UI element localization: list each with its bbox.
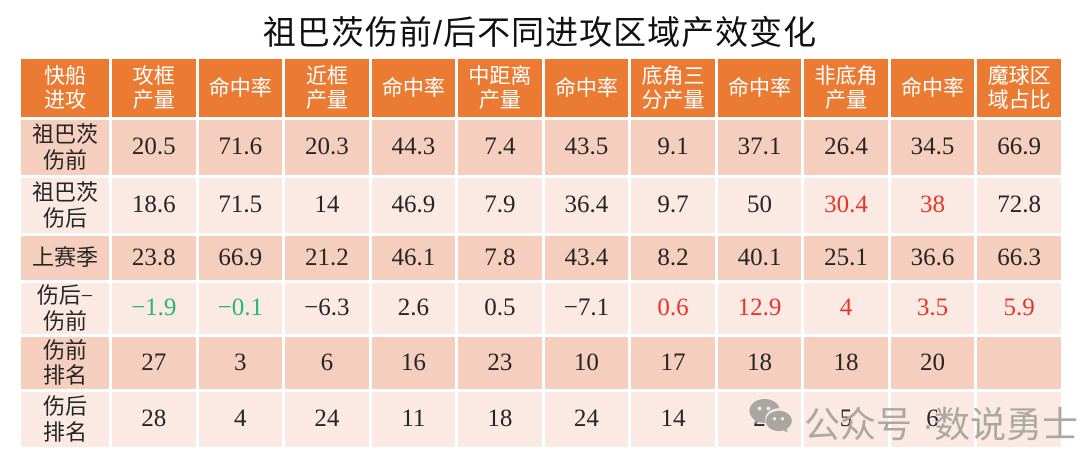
table-cell [977, 337, 1061, 389]
row-label: 伤前 排名 [21, 337, 109, 389]
table-cell: 28 [112, 392, 196, 447]
column-header: 攻框 产量 [112, 59, 196, 117]
row-label: 祖巴茨 伤前 [21, 120, 109, 175]
table-cell: 38 [890, 178, 975, 233]
table-cell: 46.1 [371, 236, 456, 280]
table-cell: 7.8 [458, 236, 542, 280]
table-cell: −6.3 [285, 283, 369, 334]
page-title: 祖巴茨伤前/后不同进攻区域产效变化 [262, 14, 818, 51]
table-cell: 18 [458, 392, 542, 447]
table-cell: −0.1 [198, 283, 283, 334]
table-cell: 18 [804, 337, 888, 389]
row-label: 上赛季 [21, 236, 109, 280]
table-cell: 24 [285, 392, 369, 447]
table-cell: 18.6 [112, 178, 196, 233]
table-cell: 43.5 [544, 120, 629, 175]
table-cell: 36.6 [890, 236, 975, 280]
table-cell: 20.3 [285, 120, 369, 175]
column-header: 近框 产量 [285, 59, 369, 117]
table-cell: 20 [890, 337, 975, 389]
table-cell: 2.6 [371, 283, 456, 334]
table-cell: 16 [371, 337, 456, 389]
table-cell: 25.1 [804, 236, 888, 280]
column-header: 命中率 [544, 59, 629, 117]
table-cell: 8.2 [631, 236, 715, 280]
column-header: 命中率 [717, 59, 802, 117]
table-cell: 0.6 [631, 283, 715, 334]
table-cell: 4 [804, 283, 888, 334]
table-cell: 71.6 [198, 120, 283, 175]
table-cell: 34.5 [890, 120, 975, 175]
table-cell: 12.9 [717, 283, 802, 334]
table-row: 祖巴茨 伤后 18.6 71.5 14 46.9 7.9 36.4 9.7 50 30.4 38 72… [21, 178, 1061, 233]
table-cell: 24 [544, 392, 629, 447]
table-row: 上赛季 23.8 66.9 21.2 46.1 7.8 43.4 8.2 40.1 25.1 36.… [21, 236, 1061, 280]
table-cell: 66.9 [977, 120, 1061, 175]
table-cell: −1.9 [112, 283, 196, 334]
table-cell: 14 [285, 178, 369, 233]
column-header: 命中率 [371, 59, 456, 117]
table-cell: 43.4 [544, 236, 629, 280]
table-cell: 37.1 [717, 120, 802, 175]
column-header: 魔球区 域占比 [977, 59, 1061, 117]
table-cell: 4 [198, 392, 283, 447]
table-cell: 40.1 [717, 236, 802, 280]
table-cell: 23 [458, 337, 542, 389]
table-cell: 7.4 [458, 120, 542, 175]
table-body: 祖巴茨 伤前 20.5 71.6 20.3 44.3 7.4 43.5 9.1 37.1 26.4… [21, 120, 1061, 447]
table-cell: 6 [285, 337, 369, 389]
column-header: 命中率 [890, 59, 975, 117]
table-cell: 72.8 [977, 178, 1061, 233]
table-header: 快船 进攻 攻框 产量 命中率 近框 产量 命中率 中距离 产量 命中率 底角三 分产量 命中率… [21, 59, 1061, 117]
table-cell: 20.5 [112, 120, 196, 175]
table-cell: 3 [198, 337, 283, 389]
row-label: 祖巴茨 伤后 [21, 178, 109, 233]
table-cell: 44.3 [371, 120, 456, 175]
table-row: 伤后 排名 28 4 24 11 18 24 14 2 5 6 [21, 392, 1061, 447]
table-cell: 18 [717, 337, 802, 389]
table-row: 伤前 排名 27 3 6 16 23 10 17 18 18 20 [21, 337, 1061, 389]
table-cell: 17 [631, 337, 715, 389]
table-cell: 0.5 [458, 283, 542, 334]
column-header: 命中率 [198, 59, 283, 117]
table-cell: 2 [717, 392, 802, 447]
table-cell: 5 [804, 392, 888, 447]
table-cell: 30.4 [804, 178, 888, 233]
table-row: 祖巴茨 伤前 20.5 71.6 20.3 44.3 7.4 43.5 9.1 37.1 26.4… [21, 120, 1061, 175]
table-cell: 66.9 [198, 236, 283, 280]
table-cell: 66.3 [977, 236, 1061, 280]
table-cell: 23.8 [112, 236, 196, 280]
table-cell: 9.7 [631, 178, 715, 233]
row-label: 伤后− 伤前 [21, 283, 109, 334]
column-header: 底角三 分产量 [631, 59, 715, 117]
table-cell: 10 [544, 337, 629, 389]
table-header-row: 快船 进攻 攻框 产量 命中率 近框 产量 命中率 中距离 产量 命中率 底角三 分产量 命中率… [21, 59, 1061, 117]
stats-table: 快船 进攻 攻框 产量 命中率 近框 产量 命中率 中距离 产量 命中率 底角三 分产量 命中率… [18, 56, 1064, 450]
table-cell: 3.5 [890, 283, 975, 334]
table-row: 伤后− 伤前 −1.9 −0.1 −6.3 2.6 0.5 −7.1 0.6 12.9 4 3.5 5… [21, 283, 1061, 334]
table-cell [977, 392, 1061, 447]
column-header: 非底角 产量 [804, 59, 888, 117]
table-cell: 71.5 [198, 178, 283, 233]
row-label: 伤后 排名 [21, 392, 109, 447]
table-cell: 11 [371, 392, 456, 447]
table-cell: 26.4 [804, 120, 888, 175]
table-cell: 5.9 [977, 283, 1061, 334]
table-cell: 21.2 [285, 236, 369, 280]
table-cell: 50 [717, 178, 802, 233]
table-cell: −7.1 [544, 283, 629, 334]
table-cell: 7.9 [458, 178, 542, 233]
table-cell: 36.4 [544, 178, 629, 233]
column-header: 中距离 产量 [458, 59, 542, 117]
table-cell: 46.9 [371, 178, 456, 233]
table-cell: 27 [112, 337, 196, 389]
table-cell: 14 [631, 392, 715, 447]
table-cell: 6 [890, 392, 975, 447]
table-cell: 9.1 [631, 120, 715, 175]
column-header: 快船 进攻 [21, 59, 109, 117]
